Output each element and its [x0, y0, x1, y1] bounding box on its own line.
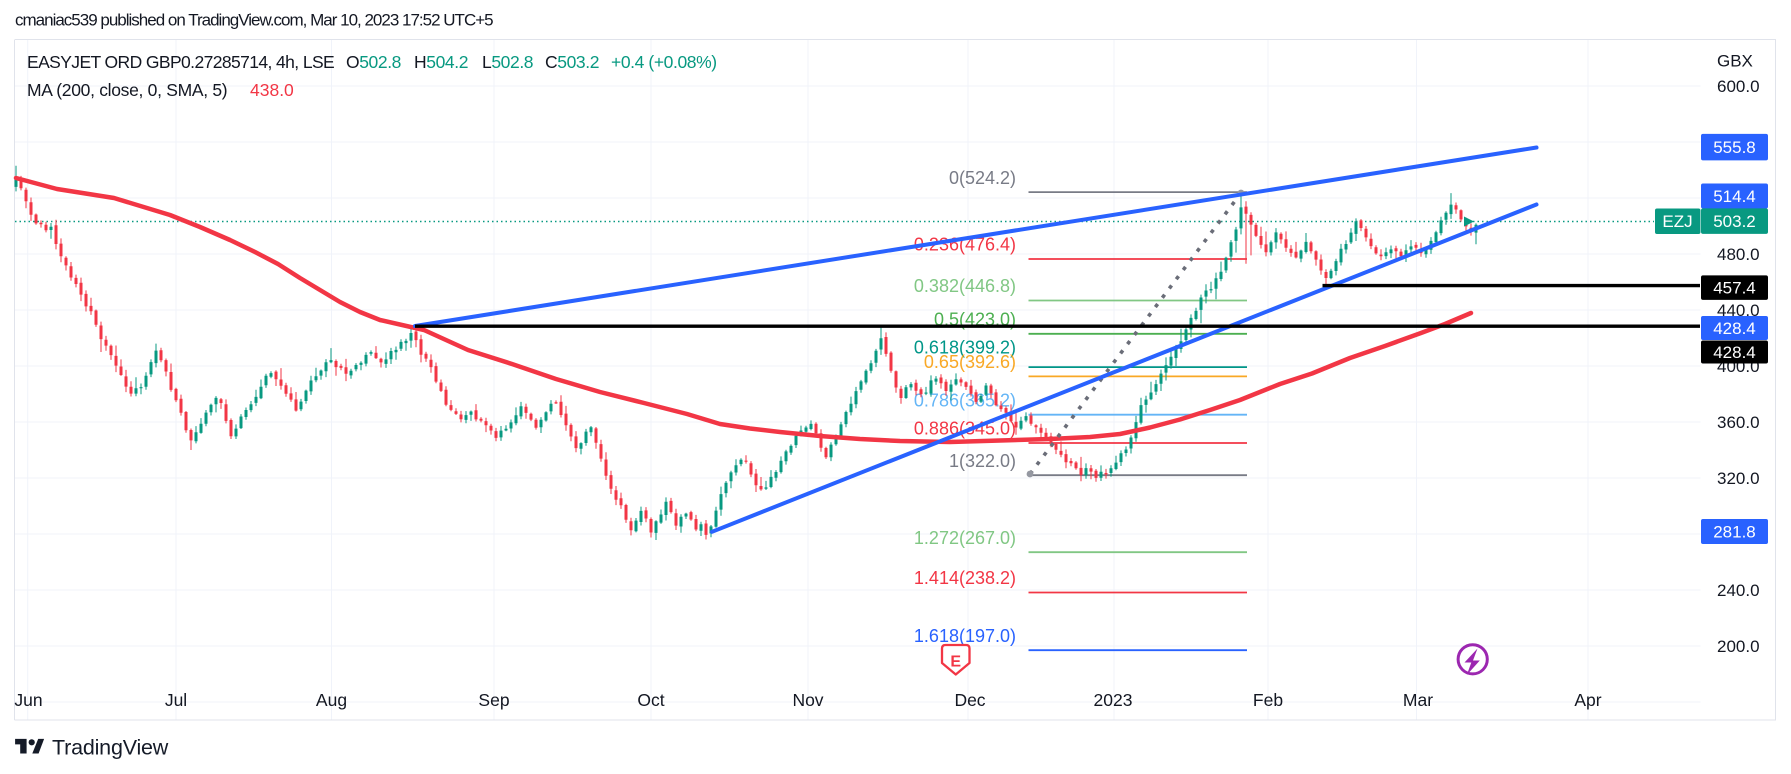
svg-text:438.0: 438.0: [250, 80, 294, 100]
svg-text:E: E: [950, 654, 961, 671]
svg-text:457.4: 457.4: [1713, 279, 1756, 298]
svg-text:240.0: 240.0: [1717, 581, 1760, 600]
svg-text:Apr: Apr: [1574, 690, 1601, 710]
svg-text:555.8: 555.8: [1713, 138, 1756, 157]
svg-text:Jun: Jun: [14, 690, 42, 710]
svg-text:600.0: 600.0: [1717, 77, 1760, 96]
svg-text:H504.2: H504.2: [414, 52, 468, 72]
svg-text:0(524.2): 0(524.2): [949, 168, 1016, 188]
svg-text:0.886(345.0): 0.886(345.0): [914, 419, 1016, 439]
svg-text:200.0: 200.0: [1717, 637, 1760, 656]
svg-text:Nov: Nov: [792, 690, 823, 710]
svg-text:0.382(446.8): 0.382(446.8): [914, 276, 1016, 296]
svg-text:2023: 2023: [1094, 690, 1133, 710]
svg-text:0.618(399.2): 0.618(399.2): [914, 338, 1016, 358]
svg-text:C503.2: C503.2: [545, 52, 599, 72]
svg-text:1.414(238.2): 1.414(238.2): [914, 568, 1016, 588]
svg-text:1.272(267.0): 1.272(267.0): [914, 528, 1016, 548]
svg-text:Sep: Sep: [478, 690, 509, 710]
svg-text:Dec: Dec: [954, 690, 985, 710]
svg-text:EZJ: EZJ: [1662, 212, 1692, 231]
svg-text:281.8: 281.8: [1713, 523, 1756, 542]
svg-text:MA (200, close, 0, SMA, 5): MA (200, close, 0, SMA, 5): [27, 80, 227, 100]
svg-text:O502.8: O502.8: [346, 52, 401, 72]
svg-text:360.0: 360.0: [1717, 413, 1760, 432]
svg-text:Feb: Feb: [1253, 690, 1283, 710]
svg-text:0.236(476.4): 0.236(476.4): [914, 235, 1016, 255]
svg-text:TradingView: TradingView: [52, 736, 169, 760]
svg-text:428.4: 428.4: [1713, 319, 1756, 338]
svg-text:428.4: 428.4: [1713, 343, 1756, 362]
svg-text:320.0: 320.0: [1717, 469, 1760, 488]
svg-text:L502.8: L502.8: [482, 52, 533, 72]
svg-text:480.0: 480.0: [1717, 245, 1760, 264]
svg-text:cmaniac539 published on Tradin: cmaniac539 published on TradingView.com,…: [15, 11, 493, 30]
svg-text:1(322.0): 1(322.0): [949, 451, 1016, 471]
svg-text:Mar: Mar: [1403, 690, 1433, 710]
svg-text:440.0: 440.0: [1717, 301, 1760, 320]
svg-text:503.2: 503.2: [1713, 212, 1756, 231]
svg-text:0.786(365.2): 0.786(365.2): [914, 390, 1016, 410]
svg-text:Aug: Aug: [316, 690, 347, 710]
svg-text:GBX: GBX: [1717, 51, 1753, 70]
svg-text:EASYJET ORD GBP0.27285714, 4h,: EASYJET ORD GBP0.27285714, 4h, LSE: [27, 52, 334, 72]
svg-text:0.65(392.6): 0.65(392.6): [924, 352, 1016, 372]
svg-text:514.4: 514.4: [1713, 187, 1756, 206]
svg-text:Oct: Oct: [637, 690, 664, 710]
svg-text:+0.4 (+0.08%): +0.4 (+0.08%): [611, 52, 717, 72]
svg-text:Jul: Jul: [165, 690, 187, 710]
svg-text:1.618(197.0): 1.618(197.0): [914, 626, 1016, 646]
